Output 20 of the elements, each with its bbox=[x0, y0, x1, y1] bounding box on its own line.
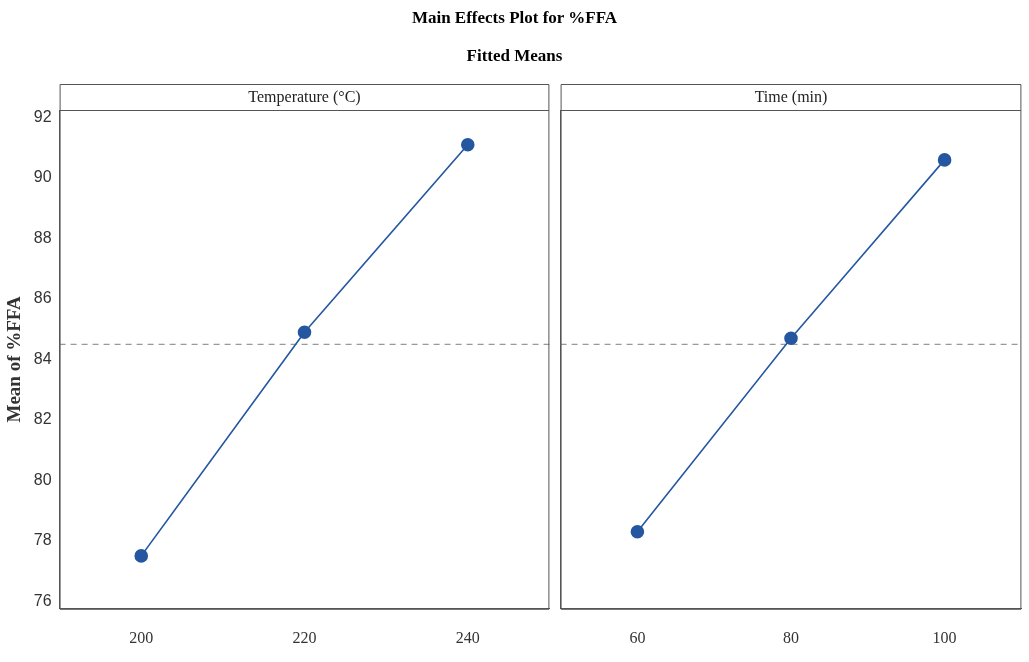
x-tick-label: 220 bbox=[292, 628, 317, 646]
y-tick-label: 78 bbox=[33, 531, 52, 549]
chart-subtitle: Fitted Means bbox=[465, 46, 564, 66]
x-tick-label: 100 bbox=[932, 628, 957, 646]
y-tick-label: 82 bbox=[33, 410, 52, 428]
x-tick-label: 80 bbox=[783, 628, 799, 646]
x-axis-title: Time (min) bbox=[754, 88, 828, 107]
y-tick-label: 88 bbox=[33, 228, 52, 246]
x-tick-label: 200 bbox=[129, 628, 154, 646]
chart-title: Main Effects Plot for %FFA bbox=[410, 8, 619, 29]
x-axis-title: Temperature (°C) bbox=[248, 88, 361, 107]
y-tick-label: 86 bbox=[33, 289, 52, 307]
x-tick-label: 240 bbox=[455, 628, 480, 646]
y-axis-title: Mean of %FFA bbox=[3, 295, 25, 423]
y-tick-label: 80 bbox=[33, 470, 52, 488]
y-tick-label: 90 bbox=[33, 168, 52, 186]
y-tick-label: 76 bbox=[33, 591, 52, 609]
y-tick-label: 92 bbox=[33, 107, 52, 125]
y-tick-label: 84 bbox=[33, 349, 52, 367]
x-tick-label: 60 bbox=[629, 628, 646, 646]
